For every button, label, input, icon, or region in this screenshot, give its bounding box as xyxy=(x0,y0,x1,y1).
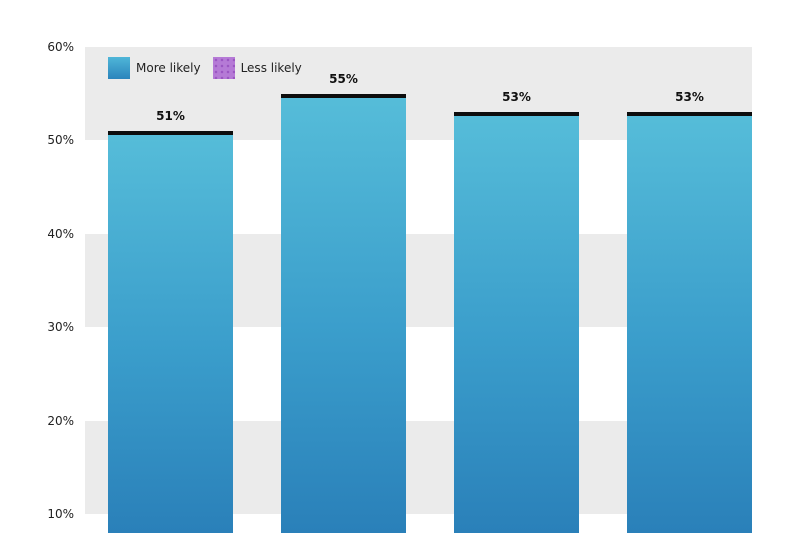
bar-value-label: 55% xyxy=(329,71,358,86)
y-tick-label: 60% xyxy=(47,40,74,54)
bar-value-label: 53% xyxy=(502,90,531,105)
legend-item-less-likely[interactable]: Less likely xyxy=(212,57,302,79)
bar-value-label: 51% xyxy=(156,109,185,124)
legend-swatch-less-likely-icon xyxy=(212,57,235,79)
legend-label: Less likely xyxy=(240,61,302,75)
bar-cap xyxy=(627,112,752,117)
bar[interactable]: 51% xyxy=(108,109,233,533)
legend-swatch-more-likely-icon xyxy=(108,57,130,79)
y-tick-label: 30% xyxy=(47,320,74,335)
y-tick-label: 50% xyxy=(47,133,74,148)
legend-item-more-likely[interactable]: More likely xyxy=(108,57,201,79)
bar[interactable]: 53% xyxy=(454,90,579,533)
legend-label: More likely xyxy=(136,61,201,75)
bar[interactable]: 53% xyxy=(627,90,752,533)
bar-cap xyxy=(108,131,233,136)
bar[interactable]: 55% xyxy=(281,72,406,533)
y-tick-label: 40% xyxy=(47,226,74,241)
bar-cap xyxy=(454,112,579,117)
y-tick-label: 10% xyxy=(47,507,74,521)
y-tick-label: 20% xyxy=(47,413,74,428)
legend: More likely Less likely xyxy=(108,57,314,79)
bar-value-label: 53% xyxy=(675,90,704,105)
bar-cap xyxy=(281,93,406,98)
